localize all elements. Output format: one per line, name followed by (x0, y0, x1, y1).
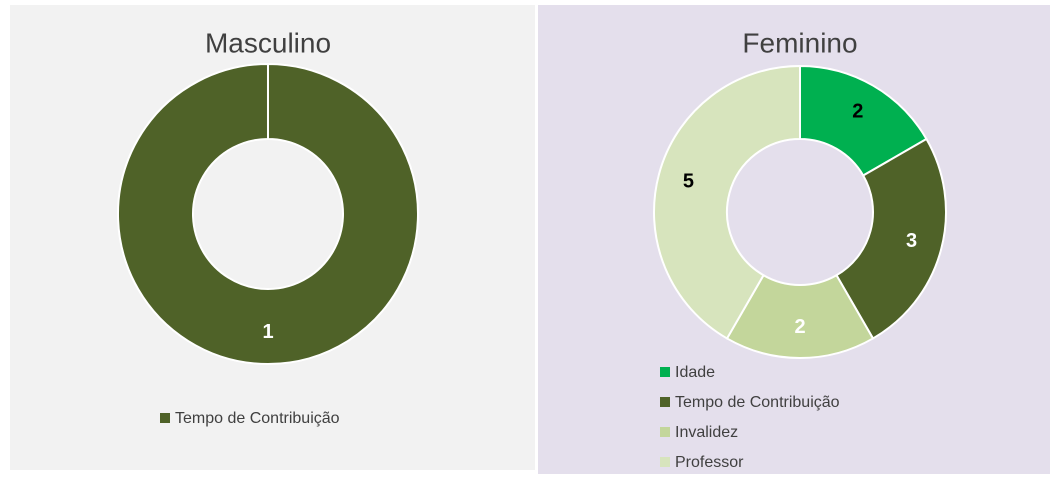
legend-swatch (660, 427, 670, 437)
legend-label: Idade (675, 364, 715, 381)
legend-swatch (160, 413, 170, 423)
chart-title: Feminino (742, 27, 857, 58)
slice (725, 273, 875, 359)
legend-swatch (660, 457, 670, 467)
slice (653, 64, 801, 340)
data-label: 2 (852, 100, 863, 122)
slice (835, 137, 947, 340)
slice (117, 62, 419, 365)
legend-label: Tempo de Contribuição (175, 410, 340, 427)
data-label: 3 (906, 230, 917, 252)
legend-label: Tempo de Contribuição (675, 394, 840, 411)
chart-title: Masculino (205, 27, 331, 58)
legend-swatch (660, 397, 670, 407)
legend-label: Professor (675, 454, 744, 471)
legend-swatch (660, 367, 670, 377)
slice (799, 64, 928, 177)
data-label: 1 (262, 321, 273, 343)
legend-label: Invalidez (675, 424, 738, 441)
data-label: 5 (683, 170, 694, 192)
data-label: 2 (794, 316, 805, 338)
